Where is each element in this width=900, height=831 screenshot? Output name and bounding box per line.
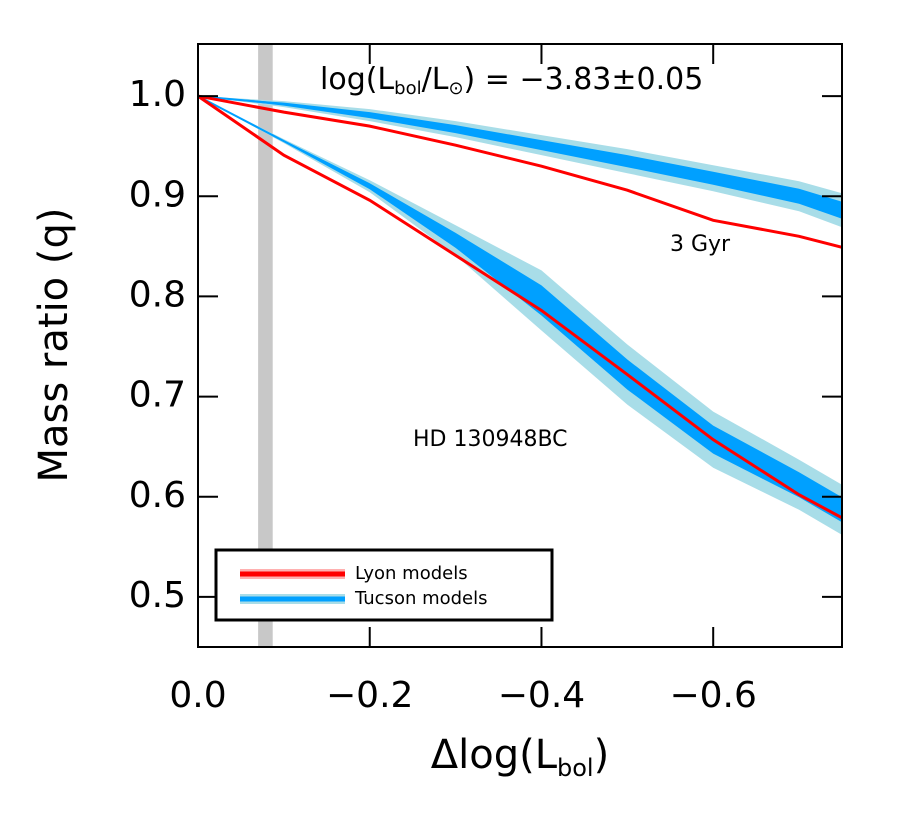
curve-label: 3 Gyr [670,232,731,257]
model-line [197,95,843,511]
x-axis-label-part: ) [594,732,610,778]
x-tick-label: 0.0 [169,675,226,716]
annotation-part: log(L [320,62,394,97]
annotation-part: bol [394,78,421,99]
annotation-part: ⊙ [448,78,463,99]
y-tick-label: 1.0 [129,74,186,115]
x-tick-label: −0.2 [326,675,413,716]
shaded-band [258,44,273,647]
x-tick-label: −0.4 [498,675,585,716]
y-tick-label: 0.8 [129,274,186,315]
y-tick-label: 0.9 [129,174,186,215]
annotation: log(Lbol/L⊙) = −3.83±0.05 [320,62,703,100]
x-axis-label-part: Δlog(L [431,732,558,778]
model-line [197,94,843,249]
legend-label: Tucson models [354,588,488,609]
plot-frame [197,43,843,648]
y-tick-label: 0.5 [129,575,186,616]
model-line [197,94,843,520]
annotation-part: ) = −3.83±0.05 [464,62,704,97]
x-tick-label: −0.6 [669,675,756,716]
y-tick-label: 0.6 [129,475,186,516]
y-tick-label: 0.7 [129,375,186,416]
curve-label: HD 130948BC [413,427,568,452]
x-axis-label: Δlog(Lbol) [431,732,609,782]
y-axis-label: Mass ratio (q) [31,208,77,483]
legend-label: Lyon models [355,563,468,584]
legend-box [214,548,554,622]
annotation-part: /L [422,62,449,97]
model-line [197,95,843,212]
x-axis-label-part: bol [557,754,594,782]
